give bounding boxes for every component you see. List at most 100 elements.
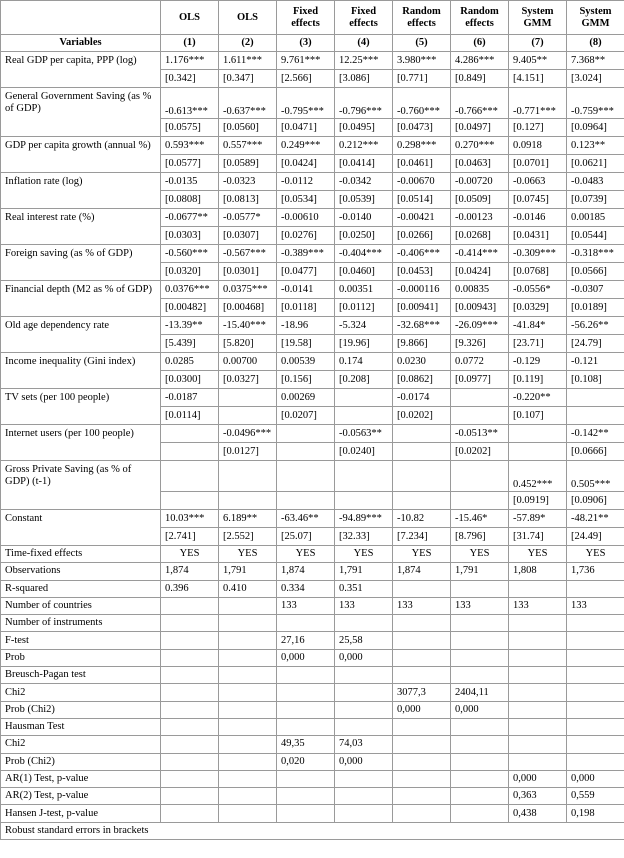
estimate: -0.0307 <box>566 280 624 299</box>
estimate: -0.142** <box>566 424 624 443</box>
statistic-value <box>392 579 451 598</box>
estimate: -0.613*** <box>160 87 219 119</box>
column-number: (1) <box>160 34 219 52</box>
statistic-label: R-squared <box>0 579 161 598</box>
statistic-value <box>276 717 335 737</box>
std-error: [0.0207] <box>276 406 335 425</box>
statistic-value <box>450 648 509 668</box>
estimate: 12.25*** <box>334 51 393 70</box>
estimate: -0.0483 <box>566 172 624 191</box>
std-error: [0.0589] <box>218 154 277 173</box>
estimate: 3.980*** <box>392 51 451 70</box>
statistic-value <box>566 717 624 737</box>
estimate: -0.0563** <box>334 424 393 443</box>
statistic-label: Prob <box>0 648 161 668</box>
table-row: [2.741] [2.552] [25.07] [32.33] [7.234] [8.79… <box>1 527 624 546</box>
variable-label: GDP per capita growth (annual %) <box>0 136 161 173</box>
estimate <box>508 424 567 443</box>
std-error: [0.0424] <box>276 154 335 173</box>
estimate: -63.46** <box>276 509 335 528</box>
variable-label: General Government Saving (as % of GDP) <box>0 87 161 137</box>
statistic-value <box>276 804 335 823</box>
statistic-value <box>566 735 624 754</box>
statistic-value <box>566 700 624 719</box>
std-error: [0.0566] <box>566 262 624 281</box>
column-number: (5) <box>392 34 451 52</box>
table-row: Chi2 49,35 74,03 <box>0 735 624 754</box>
std-error: [0.0745] <box>508 190 567 209</box>
table-row: Internet users (per 100 people) -0.0496**… <box>0 424 624 461</box>
std-error: [31.74] <box>508 527 567 546</box>
statistic-value: 49,35 <box>276 735 335 754</box>
estimate <box>160 460 219 492</box>
table-row: Gross Private Saving (as % of GDP) (t-1)… <box>0 460 624 510</box>
statistic-value <box>218 596 277 616</box>
std-error: [4.151] <box>508 69 567 88</box>
std-error <box>276 491 335 510</box>
table-row: AR(1) Test, p-value 0,000 0,000 <box>0 769 624 789</box>
std-error: [0.0303] <box>160 226 219 245</box>
method-header: System GMM <box>508 0 567 35</box>
variable-label: TV sets (per 100 people) <box>0 388 161 425</box>
std-error: [0.0329] <box>508 298 567 317</box>
std-error: [0.0514] <box>392 190 451 209</box>
statistic-value <box>334 683 393 702</box>
statistic-value <box>508 666 567 685</box>
table-row: Constant 10.03*** 6.189** -63.46** -94.89***… <box>0 509 624 546</box>
statistic-label: F-test <box>0 631 161 650</box>
estimate: 0.00185 <box>566 208 624 227</box>
std-error: [0.0509] <box>450 190 509 209</box>
statistic-value: YES <box>508 544 567 564</box>
statistic-value: 0,559 <box>566 787 624 806</box>
std-error: [24.79] <box>566 334 624 353</box>
statistic-label: Prob (Chi2) <box>0 752 161 771</box>
std-error: [0.0768] <box>508 262 567 281</box>
table-row: GDP per capita growth (annual %) 0.593***… <box>0 136 624 173</box>
std-error: [0.0977] <box>450 370 509 389</box>
statistic-value <box>334 769 393 789</box>
std-error: [5.439] <box>160 334 219 353</box>
std-error: [0.0461] <box>392 154 451 173</box>
column-number: (7) <box>508 34 567 52</box>
estimate: -15.40*** <box>218 316 277 335</box>
std-error: [32.33] <box>334 527 393 546</box>
estimate: 0.00269 <box>276 388 335 407</box>
table-row: Robust standard errors in brackets <box>0 821 624 841</box>
estimate: 0.00539 <box>276 352 335 371</box>
std-error: [0.107] <box>508 406 567 425</box>
statistic-value <box>508 614 567 633</box>
statistic-value: YES <box>218 544 277 564</box>
estimate: 0.452*** <box>508 460 567 492</box>
estimate: -0.0677** <box>160 208 219 227</box>
statistic-label: Observations <box>0 562 161 581</box>
statistic-value: 1,791 <box>218 562 277 581</box>
statistic-label: Hausman Test <box>0 717 161 737</box>
std-error: [9.866] <box>392 334 451 353</box>
method-header: System GMM <box>566 0 624 35</box>
statistic-value: 133 <box>276 596 335 616</box>
statistic-value <box>160 596 219 616</box>
statistic-value <box>508 735 567 754</box>
std-error <box>450 491 509 510</box>
estimate: -0.00123 <box>450 208 509 227</box>
statistic-value <box>218 735 277 754</box>
estimate <box>218 460 277 492</box>
estimate: 1.611*** <box>218 51 277 70</box>
statistic-value: 133 <box>566 596 624 616</box>
statistic-value: 0,363 <box>508 787 567 806</box>
std-error: [0.0473] <box>392 118 451 137</box>
std-error: [0.0577] <box>160 154 219 173</box>
estimate: -0.560*** <box>160 244 219 263</box>
std-error: [2.552] <box>218 527 277 546</box>
estimate: 0.0918 <box>508 136 567 155</box>
statistic-value <box>160 787 219 806</box>
statistic-value: 0,000 <box>334 648 393 668</box>
header-cell <box>0 0 161 35</box>
statistic-label: Number of countries <box>0 596 161 616</box>
estimate: -0.404*** <box>334 244 393 263</box>
estimate: 0.593*** <box>160 136 219 155</box>
statistic-value <box>276 614 335 633</box>
variables-header: Variables <box>0 34 161 52</box>
statistic-value <box>566 579 624 598</box>
statistic-value <box>450 752 509 771</box>
